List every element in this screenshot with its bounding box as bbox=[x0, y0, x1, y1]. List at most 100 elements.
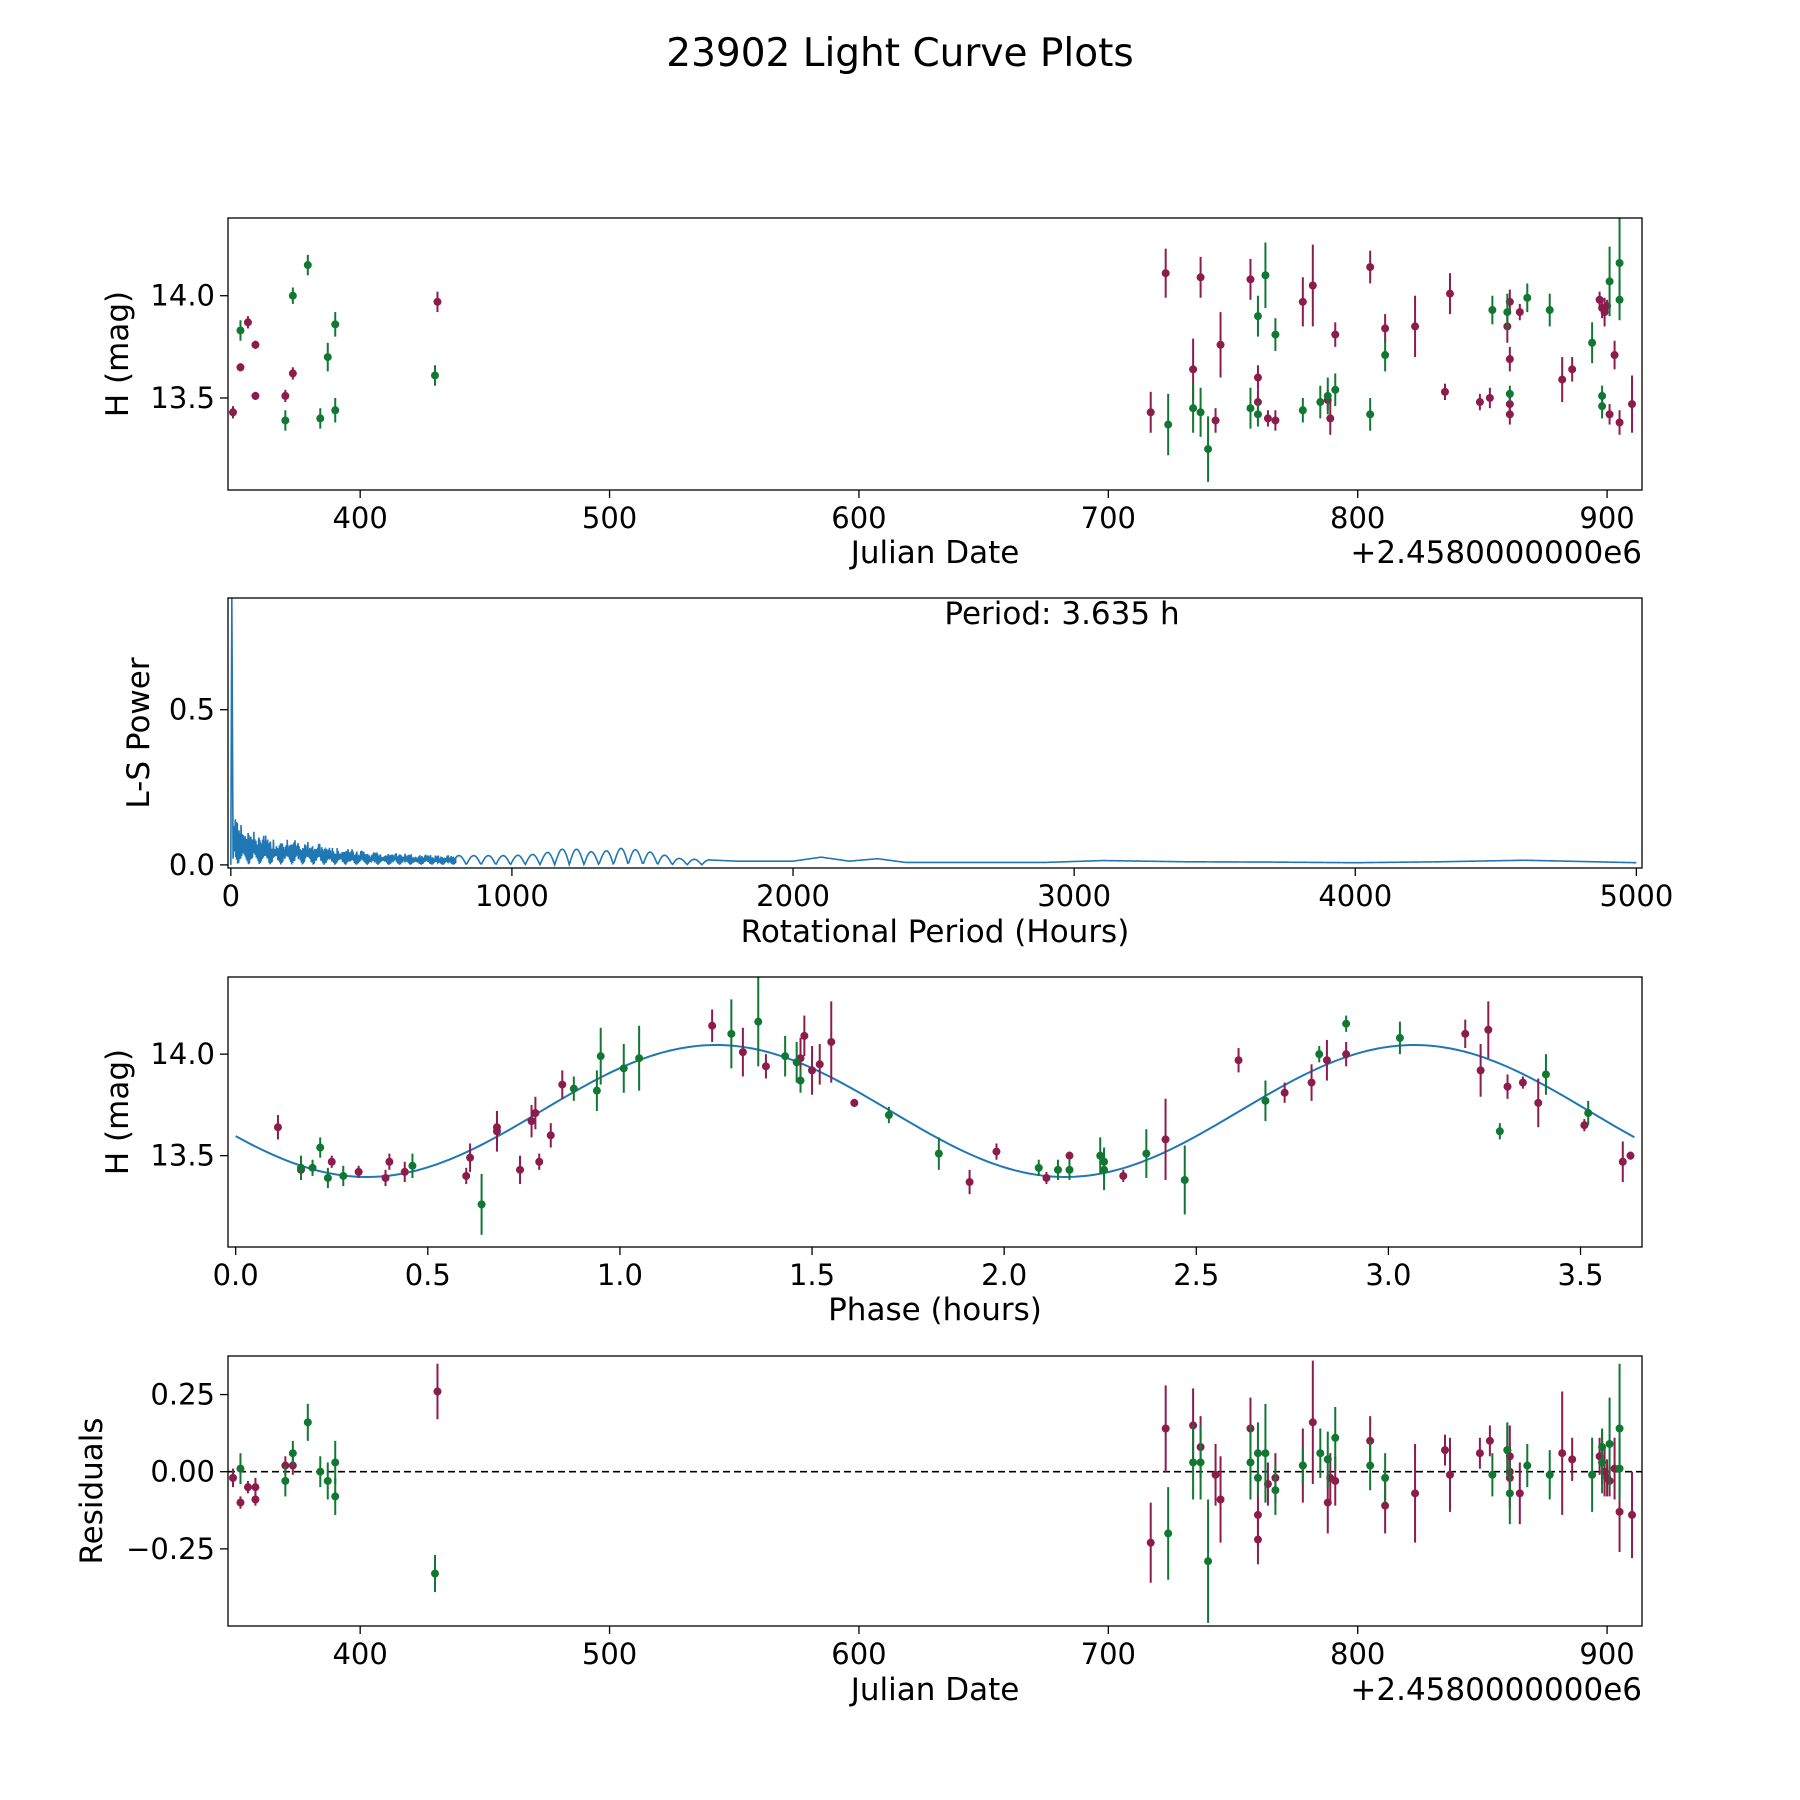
green-data-point bbox=[1253, 410, 1262, 419]
residuals-offset-text: +2.4580000000e6 bbox=[1350, 1672, 1642, 1708]
periodogram-x-tick-label: 3000 bbox=[1037, 879, 1111, 913]
green-data-point bbox=[1503, 1446, 1512, 1455]
green-data-point bbox=[1615, 1464, 1624, 1473]
light-curve-data bbox=[228, 218, 1637, 482]
maroon-data-point bbox=[243, 318, 252, 327]
periodogram-y-label: L-S Power bbox=[121, 657, 157, 808]
green-data-point bbox=[430, 371, 439, 380]
green-data-point bbox=[1246, 1458, 1255, 1467]
green-data-point bbox=[1331, 385, 1340, 394]
maroon-data-point bbox=[516, 1165, 525, 1174]
periodogram-line bbox=[230, 598, 1637, 868]
periodogram-data bbox=[230, 598, 1637, 868]
residuals-x-tick-label: 700 bbox=[1081, 1637, 1136, 1671]
phase-folded-x-tick-label: 3.5 bbox=[1557, 1258, 1603, 1292]
maroon-data-point bbox=[433, 297, 442, 306]
green-data-point bbox=[1503, 308, 1512, 317]
phase-folded-x-ticks: 0.0 0.5 1.0 1.5 2.0 2.5 3.0 3.5 bbox=[213, 1247, 1604, 1292]
green-data-point bbox=[1100, 1165, 1109, 1174]
green-data-point bbox=[1189, 404, 1198, 413]
maroon-data-point bbox=[808, 1066, 817, 1075]
green-data-point bbox=[1034, 1163, 1043, 1172]
maroon-data-point bbox=[1628, 400, 1637, 409]
green-data-point bbox=[1142, 1149, 1151, 1158]
green-data-point bbox=[1204, 1557, 1213, 1566]
maroon-data-point bbox=[1308, 281, 1317, 290]
green-data-point bbox=[781, 1052, 790, 1061]
maroon-data-point bbox=[1253, 373, 1262, 382]
sinusoid-fit-line bbox=[235, 1044, 1635, 1178]
green-data-point bbox=[339, 1171, 348, 1180]
maroon-data-point bbox=[815, 1060, 824, 1069]
green-data-point bbox=[323, 353, 332, 362]
green-data-point bbox=[1588, 1470, 1597, 1479]
panel-phase-folded: 0.0 0.5 1.0 1.5 2.0 2.5 3.0 3.5 13.5 14.0 Phase … bbox=[100, 976, 1643, 1328]
green-data-point bbox=[1189, 1458, 1198, 1467]
green-data-point bbox=[281, 416, 290, 425]
maroon-data-point bbox=[1308, 1418, 1317, 1427]
figure-title: 23902 Light Curve Plots bbox=[666, 31, 1133, 76]
green-data-point bbox=[1323, 1455, 1332, 1464]
green-data-point bbox=[1196, 408, 1205, 417]
green-data-point bbox=[796, 1076, 805, 1085]
green-data-point bbox=[316, 1143, 325, 1152]
residuals-y-ticks: 0.25 0.00 −0.25 bbox=[126, 1378, 228, 1566]
green-data-point bbox=[727, 1029, 736, 1038]
green-data-point bbox=[1598, 1458, 1607, 1467]
phase-folded-x-tick-label: 1.5 bbox=[789, 1258, 835, 1292]
maroon-data-point bbox=[1475, 1449, 1484, 1458]
green-data-point bbox=[1605, 1439, 1614, 1448]
green-data-point bbox=[1253, 1473, 1262, 1482]
green-data-point bbox=[1316, 398, 1325, 407]
green-data-point bbox=[1541, 1070, 1550, 1079]
phase-folded-y-label: H (mag) bbox=[100, 1049, 136, 1175]
phase-folded-y-tick-label: 13.5 bbox=[150, 1139, 215, 1173]
green-data-point bbox=[331, 320, 340, 329]
maroon-data-point bbox=[1366, 263, 1375, 272]
green-data-point bbox=[635, 1054, 644, 1063]
green-data-point bbox=[1196, 1458, 1205, 1467]
light-curve-x-tick-label: 700 bbox=[1081, 501, 1136, 535]
residuals-x-tick-label: 600 bbox=[831, 1637, 886, 1671]
maroon-data-point bbox=[1484, 1025, 1493, 1034]
green-data-point bbox=[1261, 1449, 1270, 1458]
maroon-data-point bbox=[1610, 351, 1619, 360]
green-data-point bbox=[331, 406, 340, 415]
periodogram-y-ticks: 0.0 0.5 bbox=[169, 693, 228, 882]
green-data-point bbox=[1331, 1433, 1340, 1442]
green-data-point bbox=[1164, 1529, 1173, 1538]
panel-residuals: 400 500 600 700 800 900 0.25 0.00 −0.25 Julian … bbox=[74, 1355, 1643, 1708]
phase-folded-x-tick-label: 2.0 bbox=[981, 1258, 1027, 1292]
maroon-data-point bbox=[1558, 375, 1567, 384]
green-data-point bbox=[408, 1161, 417, 1170]
maroon-data-point bbox=[1628, 1510, 1637, 1519]
maroon-data-point bbox=[1042, 1173, 1051, 1182]
maroon-data-point bbox=[1505, 410, 1514, 419]
maroon-data-point bbox=[1485, 1436, 1494, 1445]
maroon-data-point bbox=[236, 363, 245, 372]
green-data-point bbox=[1342, 1019, 1351, 1028]
green-data-point bbox=[1298, 1461, 1307, 1470]
green-data-point bbox=[1246, 404, 1255, 413]
green-data-point bbox=[477, 1200, 486, 1209]
green-data-point bbox=[430, 1569, 439, 1578]
maroon-data-point bbox=[1211, 416, 1220, 425]
maroon-data-point bbox=[1503, 1082, 1512, 1091]
maroon-data-point bbox=[1461, 1029, 1470, 1038]
light-curve-x-tick-label: 800 bbox=[1330, 501, 1385, 535]
green-data-point bbox=[1253, 1449, 1262, 1458]
maroon-data-point bbox=[381, 1173, 390, 1182]
green-data-point bbox=[1253, 312, 1262, 321]
maroon-data-point bbox=[251, 1495, 260, 1504]
maroon-data-point bbox=[1445, 1470, 1454, 1479]
maroon-data-point bbox=[1515, 1489, 1524, 1498]
panel-periodogram: 0 1000 2000 3000 4000 5000 0.0 0.5 Period: 3.6… bbox=[121, 596, 1673, 950]
maroon-data-point bbox=[1146, 408, 1155, 417]
periodogram-frame bbox=[227, 597, 1643, 869]
maroon-data-point bbox=[385, 1157, 394, 1166]
green-data-point bbox=[619, 1064, 628, 1073]
light-curve-x-tick-label: 400 bbox=[332, 501, 387, 535]
maroon-data-point bbox=[228, 408, 237, 417]
residuals-y-tick-label: −0.25 bbox=[126, 1532, 215, 1566]
